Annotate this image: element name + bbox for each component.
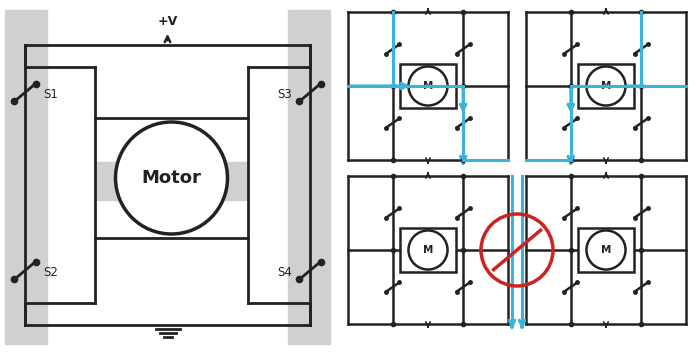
Text: M: M — [601, 245, 611, 255]
Text: M: M — [423, 81, 433, 91]
Bar — [578, 228, 634, 272]
Circle shape — [408, 230, 447, 269]
Text: M: M — [423, 245, 433, 255]
Bar — [95, 118, 248, 238]
Bar — [95, 162, 248, 200]
Bar — [5, 10, 47, 344]
Text: S4: S4 — [277, 266, 292, 279]
Circle shape — [586, 230, 626, 269]
Text: +V: +V — [157, 15, 178, 28]
Text: Motor: Motor — [142, 169, 201, 187]
Circle shape — [115, 122, 227, 234]
Text: S3: S3 — [278, 88, 292, 101]
Bar — [288, 10, 330, 344]
Bar — [578, 64, 634, 108]
Circle shape — [586, 67, 626, 105]
Text: S2: S2 — [43, 266, 58, 279]
Circle shape — [408, 67, 447, 105]
Text: S1: S1 — [43, 88, 58, 101]
Bar — [400, 228, 456, 272]
Bar — [400, 64, 456, 108]
Text: M: M — [601, 81, 611, 91]
